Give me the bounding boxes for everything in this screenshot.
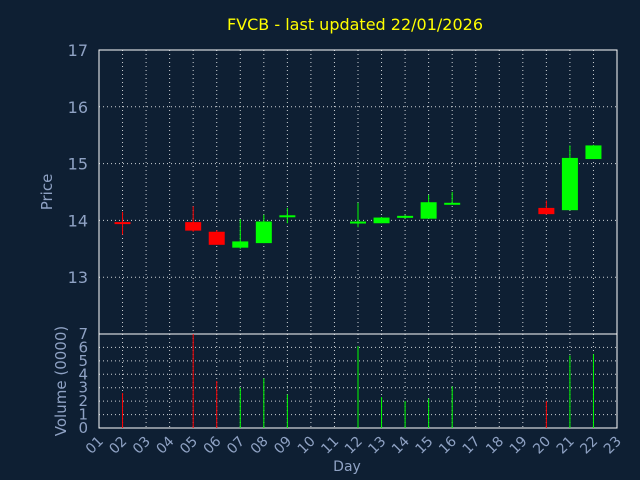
volume-tick-label: 7 — [78, 325, 88, 343]
candle-body — [561, 157, 578, 211]
candle-body — [279, 215, 296, 218]
volume-tick-label: 4 — [78, 365, 88, 383]
candle-body — [208, 231, 225, 245]
price-tick-label: 17 — [68, 41, 88, 60]
candle-body — [255, 221, 272, 244]
x-tick-labels: 01 02 03 04 05 06 07 08 09 10 11 12 13 14 15 16 17 18 19 20… — [83, 433, 625, 457]
volume-tick-label: 5 — [78, 352, 88, 370]
candle-body — [444, 202, 461, 205]
x-axis-label: Day — [333, 459, 361, 475]
candle-body — [585, 145, 602, 160]
price-tick-label: 16 — [68, 98, 88, 117]
chart-title: FVCB - last updated 22/01/2026 — [227, 15, 483, 34]
volume-tick-label: 2 — [78, 392, 88, 410]
candle-body — [350, 221, 366, 224]
price-tick-labels: 17 16 15 14 13 — [68, 41, 88, 287]
candle-body — [373, 217, 390, 224]
candle-body — [185, 222, 202, 231]
volume-tick-label: 6 — [78, 338, 88, 356]
volume-axis-label: Volume (0000) — [52, 326, 70, 436]
candles — [114, 144, 602, 249]
volume-tick-label: 0 — [78, 419, 88, 437]
price-tick-label: 15 — [68, 155, 88, 174]
candle-body — [420, 202, 437, 219]
candle-body — [397, 215, 414, 218]
volume-tick-label: 3 — [78, 379, 88, 397]
price-axis-label: Price — [38, 174, 56, 211]
candle-body — [232, 241, 249, 248]
price-tick-label: 14 — [68, 211, 88, 230]
volume-bars — [122, 334, 594, 428]
candle-body — [538, 207, 555, 215]
price-grid — [99, 50, 617, 334]
volume-tick-label: 1 — [78, 406, 88, 424]
candle-body — [114, 222, 131, 225]
price-tick-label: 13 — [68, 268, 88, 287]
